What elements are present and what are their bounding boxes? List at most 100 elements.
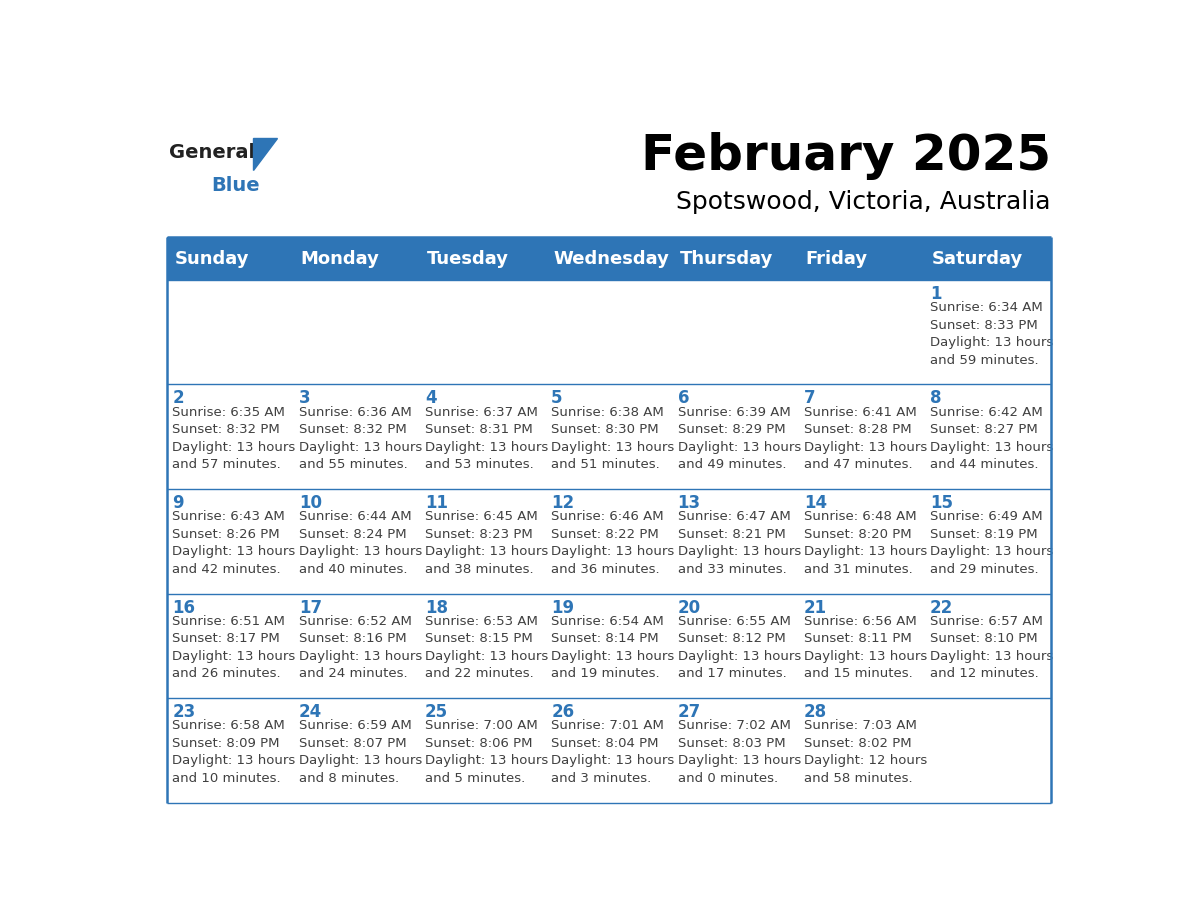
Text: Monday: Monday [301,250,380,268]
Text: 3: 3 [298,389,310,408]
Text: Sunrise: 6:53 AM
Sunset: 8:15 PM
Daylight: 13 hours
and 22 minutes.: Sunrise: 6:53 AM Sunset: 8:15 PM Dayligh… [425,615,548,680]
Text: 7: 7 [804,389,815,408]
Bar [672,699,798,803]
Text: Sunrise: 6:46 AM
Sunset: 8:22 PM
Daylight: 13 hours
and 36 minutes.: Sunrise: 6:46 AM Sunset: 8:22 PM Dayligh… [551,510,675,576]
Text: 13: 13 [677,494,701,512]
Text: 20: 20 [677,599,701,617]
Text: Sunrise: 6:56 AM
Sunset: 8:11 PM
Daylight: 13 hours
and 15 minutes.: Sunrise: 6:56 AM Sunset: 8:11 PM Dayligh… [804,615,927,680]
Bar [293,385,419,489]
Bar [924,280,1051,385]
Bar [672,489,798,594]
Text: Friday: Friday [805,250,868,268]
Text: Sunrise: 7:01 AM
Sunset: 8:04 PM
Daylight: 13 hours
and 3 minutes.: Sunrise: 7:01 AM Sunset: 8:04 PM Dayligh… [551,720,675,785]
Text: Sunrise: 6:52 AM
Sunset: 8:16 PM
Daylight: 13 hours
and 24 minutes.: Sunrise: 6:52 AM Sunset: 8:16 PM Dayligh… [298,615,422,680]
Text: Sunrise: 6:58 AM
Sunset: 8:09 PM
Daylight: 13 hours
and 10 minutes.: Sunrise: 6:58 AM Sunset: 8:09 PM Dayligh… [172,720,296,785]
Text: 27: 27 [677,703,701,722]
Bar [545,489,672,594]
Text: Sunrise: 6:43 AM
Sunset: 8:26 PM
Daylight: 13 hours
and 42 minutes.: Sunrise: 6:43 AM Sunset: 8:26 PM Dayligh… [172,510,296,576]
Bar [419,594,545,699]
Bar [419,385,545,489]
Bar [545,699,672,803]
Bar [798,489,924,594]
Text: Sunrise: 7:02 AM
Sunset: 8:03 PM
Daylight: 13 hours
and 0 minutes.: Sunrise: 7:02 AM Sunset: 8:03 PM Dayligh… [677,720,801,785]
Bar [672,594,798,699]
Bar [672,385,798,489]
Text: 2: 2 [172,389,184,408]
Bar [166,594,293,699]
Text: 11: 11 [425,494,448,512]
Bar [166,238,1051,280]
Text: 28: 28 [804,703,827,722]
Bar [545,385,672,489]
Text: Sunrise: 6:39 AM
Sunset: 8:29 PM
Daylight: 13 hours
and 49 minutes.: Sunrise: 6:39 AM Sunset: 8:29 PM Dayligh… [677,406,801,471]
Text: 16: 16 [172,599,196,617]
Text: February 2025: February 2025 [640,132,1051,180]
Text: 23: 23 [172,703,196,722]
Bar [293,594,419,699]
Text: Sunrise: 6:54 AM
Sunset: 8:14 PM
Daylight: 13 hours
and 19 minutes.: Sunrise: 6:54 AM Sunset: 8:14 PM Dayligh… [551,615,675,680]
Text: 12: 12 [551,494,574,512]
Text: 18: 18 [425,599,448,617]
Bar [166,385,293,489]
Text: Tuesday: Tuesday [426,250,508,268]
Text: Sunrise: 6:49 AM
Sunset: 8:19 PM
Daylight: 13 hours
and 29 minutes.: Sunrise: 6:49 AM Sunset: 8:19 PM Dayligh… [930,510,1054,576]
Bar [166,280,293,385]
Text: 22: 22 [930,599,953,617]
Text: Thursday: Thursday [680,250,773,268]
Text: 6: 6 [677,389,689,408]
Text: Sunrise: 6:59 AM
Sunset: 8:07 PM
Daylight: 13 hours
and 8 minutes.: Sunrise: 6:59 AM Sunset: 8:07 PM Dayligh… [298,720,422,785]
Text: 14: 14 [804,494,827,512]
Text: 8: 8 [930,389,942,408]
Text: Sunrise: 6:55 AM
Sunset: 8:12 PM
Daylight: 13 hours
and 17 minutes.: Sunrise: 6:55 AM Sunset: 8:12 PM Dayligh… [677,615,801,680]
Bar [419,489,545,594]
Text: Saturday: Saturday [933,250,1023,268]
Bar [293,489,419,594]
Text: Wednesday: Wednesday [554,250,669,268]
Text: Sunrise: 6:47 AM
Sunset: 8:21 PM
Daylight: 13 hours
and 33 minutes.: Sunrise: 6:47 AM Sunset: 8:21 PM Dayligh… [677,510,801,576]
Polygon shape [253,139,278,170]
Text: Sunrise: 7:03 AM
Sunset: 8:02 PM
Daylight: 12 hours
and 58 minutes.: Sunrise: 7:03 AM Sunset: 8:02 PM Dayligh… [804,720,927,785]
Bar [293,280,419,385]
Text: Sunrise: 6:37 AM
Sunset: 8:31 PM
Daylight: 13 hours
and 53 minutes.: Sunrise: 6:37 AM Sunset: 8:31 PM Dayligh… [425,406,548,471]
Text: 26: 26 [551,703,574,722]
Bar [924,699,1051,803]
Bar [166,489,293,594]
Text: 21: 21 [804,599,827,617]
Bar [798,280,924,385]
Text: 24: 24 [298,703,322,722]
Text: 4: 4 [425,389,437,408]
Text: Sunrise: 6:44 AM
Sunset: 8:24 PM
Daylight: 13 hours
and 40 minutes.: Sunrise: 6:44 AM Sunset: 8:24 PM Dayligh… [298,510,422,576]
Text: Sunrise: 6:38 AM
Sunset: 8:30 PM
Daylight: 13 hours
and 51 minutes.: Sunrise: 6:38 AM Sunset: 8:30 PM Dayligh… [551,406,675,471]
Bar [545,594,672,699]
Bar [672,280,798,385]
Text: Sunrise: 6:48 AM
Sunset: 8:20 PM
Daylight: 13 hours
and 31 minutes.: Sunrise: 6:48 AM Sunset: 8:20 PM Dayligh… [804,510,927,576]
Text: 5: 5 [551,389,563,408]
Text: Sunrise: 6:34 AM
Sunset: 8:33 PM
Daylight: 13 hours
and 59 minutes.: Sunrise: 6:34 AM Sunset: 8:33 PM Dayligh… [930,301,1054,366]
Bar [419,280,545,385]
Text: Sunrise: 6:57 AM
Sunset: 8:10 PM
Daylight: 13 hours
and 12 minutes.: Sunrise: 6:57 AM Sunset: 8:10 PM Dayligh… [930,615,1054,680]
Bar [798,699,924,803]
Bar [924,489,1051,594]
Text: Sunrise: 6:42 AM
Sunset: 8:27 PM
Daylight: 13 hours
and 44 minutes.: Sunrise: 6:42 AM Sunset: 8:27 PM Dayligh… [930,406,1054,471]
Bar [545,280,672,385]
Bar [419,699,545,803]
Bar [798,385,924,489]
Text: Sunrise: 7:00 AM
Sunset: 8:06 PM
Daylight: 13 hours
and 5 minutes.: Sunrise: 7:00 AM Sunset: 8:06 PM Dayligh… [425,720,548,785]
Text: General: General [169,143,255,162]
Bar [924,594,1051,699]
Text: Sunrise: 6:45 AM
Sunset: 8:23 PM
Daylight: 13 hours
and 38 minutes.: Sunrise: 6:45 AM Sunset: 8:23 PM Dayligh… [425,510,548,576]
Bar [293,699,419,803]
Text: 9: 9 [172,494,184,512]
Text: Sunrise: 6:35 AM
Sunset: 8:32 PM
Daylight: 13 hours
and 57 minutes.: Sunrise: 6:35 AM Sunset: 8:32 PM Dayligh… [172,406,296,471]
Text: Sunday: Sunday [175,250,249,268]
Text: Blue: Blue [211,176,260,196]
Bar [924,385,1051,489]
Text: 19: 19 [551,599,574,617]
Text: Sunrise: 6:36 AM
Sunset: 8:32 PM
Daylight: 13 hours
and 55 minutes.: Sunrise: 6:36 AM Sunset: 8:32 PM Dayligh… [298,406,422,471]
Bar [166,699,293,803]
Text: 1: 1 [930,285,942,303]
Text: Spotswood, Victoria, Australia: Spotswood, Victoria, Australia [676,190,1051,214]
Text: Sunrise: 6:41 AM
Sunset: 8:28 PM
Daylight: 13 hours
and 47 minutes.: Sunrise: 6:41 AM Sunset: 8:28 PM Dayligh… [804,406,927,471]
Text: 25: 25 [425,703,448,722]
Text: 15: 15 [930,494,953,512]
